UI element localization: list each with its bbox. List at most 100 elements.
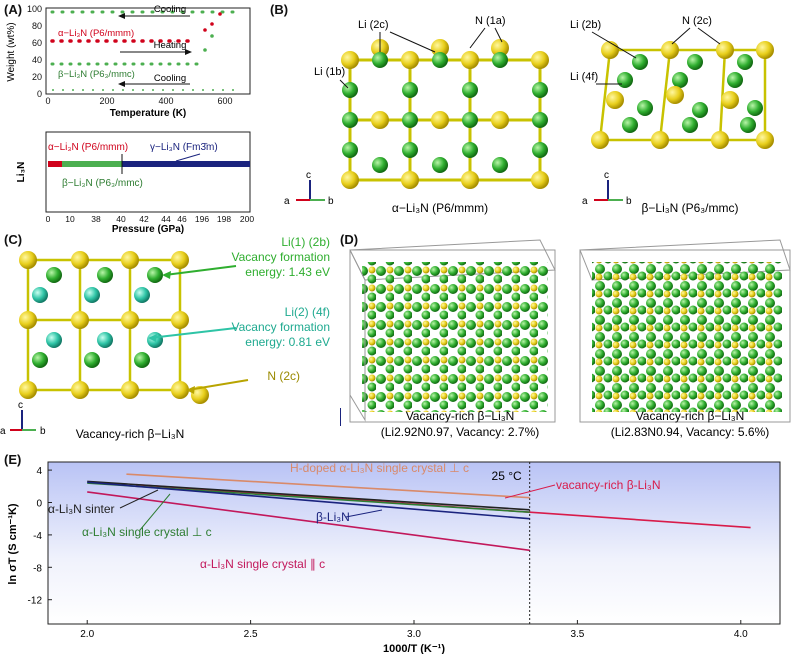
axis-a: a: [284, 196, 290, 207]
panel-label-b: (B): [270, 2, 289, 17]
y-tick-label: 4: [36, 466, 42, 477]
panel-a-top-ylabel: Weight (wt%): [6, 22, 17, 81]
label-li-1b: Li (1b): [314, 66, 345, 78]
axis-triad-c: c a b: [0, 400, 46, 437]
caption-d-right-sub: (Li2.83N0.94, Vacancy: 5.6%): [611, 425, 770, 439]
panel-a-top-xlabel: Temperature (K): [110, 108, 187, 119]
vacancy-supercell-left: [349, 239, 556, 423]
caption-d-left-sub: (Li2.92N0.97, Vacancy: 2.7%): [381, 425, 540, 439]
ptick-40: 40: [116, 214, 126, 224]
caption-beta-li3n: β−Li₃N (P6₃/mmc): [641, 201, 738, 215]
ytick-20: 20: [32, 72, 42, 82]
x-tick-label: 3.0: [407, 629, 421, 640]
alpha-atoms: [341, 39, 549, 189]
annotation-25c: 25 °C: [492, 469, 522, 483]
ytick-0: 0: [37, 89, 42, 99]
label-li1-energy: energy: 1.43 eV: [245, 265, 330, 279]
x-tick-label: 2.5: [244, 629, 258, 640]
ptick-46: 46: [177, 214, 187, 224]
label-li-4f: Li (4f): [570, 71, 598, 83]
panel-d-structures: Vacancy-rich β−Li₃N (Li2.92N0.97, Vacanc…: [340, 239, 791, 439]
panel-label-d: (D): [340, 232, 359, 247]
caption-d-right-title: Vacancy-rich β−Li₃N: [636, 409, 745, 423]
caption-alpha-li3n: α−Li₃N (P6/mmm): [392, 201, 488, 215]
label-n-2c: N (2c): [682, 15, 712, 27]
panel-c-structure: Li(1) (2b) Vacancy formation energy: 1.4…: [0, 235, 331, 441]
label-alpha-phase: α−Li₃N (P6/mmm): [58, 28, 134, 39]
beta-atoms: [591, 41, 774, 149]
vacancy-rich-lattice: [26, 258, 182, 392]
ytick-40: 40: [32, 55, 42, 65]
tga-dots: [50, 10, 242, 91]
label-cooling-bottom: Cooling: [154, 73, 186, 84]
axis-a: a: [0, 426, 6, 437]
ytick-60: 60: [32, 38, 42, 48]
e-xlabel: 1000/T (K⁻¹): [383, 643, 445, 654]
series-line-5: [87, 491, 530, 552]
axis-c: c: [306, 170, 311, 181]
series-label-alpha-sinter: α-Li₃N sinter: [48, 502, 115, 516]
e-ylabel: ln σT (S cm⁻¹K): [7, 503, 19, 584]
ytick-100: 100: [27, 4, 42, 14]
caption-d-left-title: Vacancy-rich β−Li₃N: [406, 409, 515, 423]
label-cooling-top: Cooling: [154, 4, 186, 15]
panel-label-e: (E): [4, 452, 22, 467]
y-tick-label: -12: [28, 596, 43, 607]
series-line-4: [87, 481, 530, 520]
vacancy-supercell-right: [579, 239, 791, 423]
xtick-0: 0: [45, 96, 50, 106]
panel-e-conductivity-chart: 2.0 2.5 3.0 3.5 4.0 4 0 -4 -8 -12 1000/T (K⁻¹) ln…: [7, 461, 781, 654]
ptick-200: 200: [240, 214, 254, 224]
label-li-2b: Li (2b): [570, 19, 601, 31]
series-line-2: [87, 480, 530, 511]
panel-b-structures: Li (2c) N (1a) Li (1b) Li (2b) N (2c) Li…: [284, 15, 774, 215]
axis-b: b: [40, 426, 46, 437]
x-tick-label: 2.0: [80, 629, 94, 640]
label-li1-site: Li(1) (2b): [281, 235, 330, 249]
axis-c: c: [604, 170, 609, 181]
axis-triad-b-right: c a b: [582, 170, 632, 207]
series-label-vacancy-rich: vacancy-rich β-Li₃N: [556, 478, 660, 492]
y-tick-label: -8: [33, 563, 42, 574]
axis-a: a: [582, 196, 588, 207]
xtick-600: 600: [217, 96, 232, 106]
caption-vacancy-rich: Vacancy-rich β−Li₃N: [76, 427, 185, 441]
ptick-10: 10: [65, 214, 75, 224]
panel-a-top-plot: 0 20 40 60 80 100 0 200 400 600 Temperat…: [6, 4, 251, 119]
label-n-2c-c: N (2c): [267, 369, 300, 383]
ptick-0: 0: [46, 214, 51, 224]
label-li-2c: Li (2c): [358, 19, 389, 31]
ptick-196: 196: [195, 214, 209, 224]
axis-triad-b-left: c a b: [284, 170, 334, 207]
series-label-beta: β-Li₃N: [316, 510, 350, 524]
axis-b: b: [626, 196, 632, 207]
label-beta-phase: β−Li₃N (P6₃/mmc): [58, 69, 135, 80]
x-tick-label: 4.0: [734, 629, 748, 640]
series-label-alpha-parallel: α-Li₃N single crystal ∥ c: [200, 557, 325, 571]
label-gamma-range: γ−Li₃N (Fm3̄m): [150, 142, 218, 153]
label-li1-vacancy: Vacancy formation: [232, 250, 331, 264]
series-line-0: [126, 473, 530, 499]
vacancy-rich-atoms: [19, 251, 209, 404]
label-beta-range: β−Li₃N (P6₃/mmc): [62, 178, 143, 189]
axis-b: b: [328, 196, 334, 207]
xtick-200: 200: [99, 96, 114, 106]
panel-a-bottom-xlabel: Pressure (GPa): [112, 224, 184, 234]
panel-label-a: (A): [4, 2, 23, 17]
ptick-44: 44: [161, 214, 171, 224]
ytick-80: 80: [32, 21, 42, 31]
label-li2-energy: energy: 0.81 eV: [245, 335, 330, 349]
panel-label-c: (C): [4, 232, 23, 247]
label-alpha-range: α−Li₃N (P6/mmm): [48, 142, 128, 153]
x-tick-label: 3.5: [570, 629, 584, 640]
y-tick-label: 0: [36, 499, 42, 510]
y-tick-label: -4: [33, 531, 42, 542]
panel-a-bottom-plot: Li₃N α−Li₃N (P6/mmm) γ−Li₃N (Fm3̄m) β−Li…: [16, 131, 254, 234]
xtick-400: 400: [158, 96, 173, 106]
ptick-42: 42: [139, 214, 149, 224]
series-label-alpha-perp: α-Li₃N single crystal ⊥ c: [82, 525, 212, 539]
axis-c: c: [18, 400, 23, 411]
label-li2-vacancy: Vacancy formation: [232, 320, 331, 334]
label-li2-site: Li(2) (4f): [285, 305, 330, 319]
ptick-38: 38: [91, 214, 101, 224]
